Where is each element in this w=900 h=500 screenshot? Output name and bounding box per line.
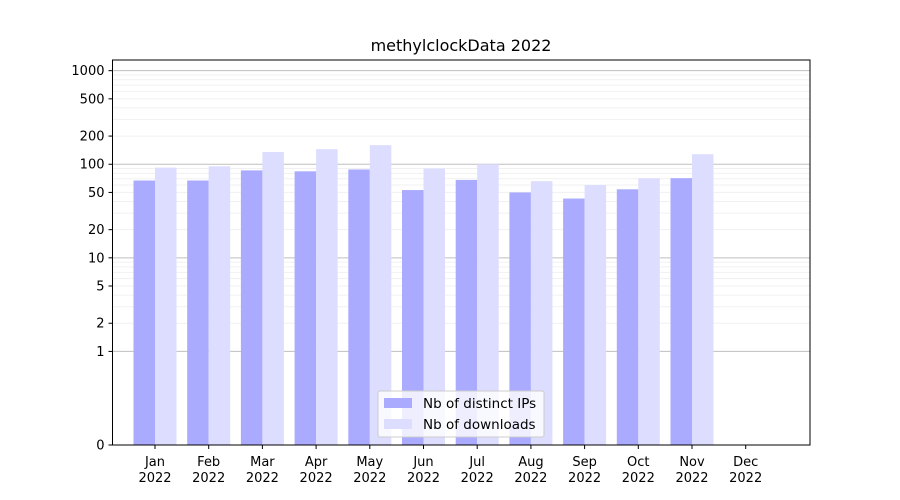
bar-downloads-jan bbox=[155, 167, 177, 445]
bar-distinct-ips-aug bbox=[509, 192, 531, 445]
bar-distinct-ips-jul bbox=[455, 179, 478, 445]
y-tick-label: 1000 bbox=[71, 64, 104, 79]
bar-distinct-ips-oct bbox=[616, 189, 639, 445]
y-tick-label: 5 bbox=[96, 280, 104, 295]
x-tick-label-year: 2022 bbox=[514, 471, 547, 486]
y-axis: 0 1 2 5 10 20 50 100 200 500 1000 bbox=[71, 64, 113, 454]
bar-distinct-ips-jan bbox=[133, 180, 155, 446]
x-tick-label-year: 2022 bbox=[729, 471, 762, 486]
x-tick-label-month: Jul bbox=[468, 455, 485, 470]
y-tick-label: 50 bbox=[88, 186, 105, 201]
y-tick-label: 100 bbox=[80, 158, 105, 173]
y-tick-label: 20 bbox=[88, 223, 105, 238]
bar-distinct-ips-jun bbox=[402, 190, 424, 445]
x-tick-label-year: 2022 bbox=[461, 471, 494, 486]
x-tick-label-year: 2022 bbox=[138, 471, 171, 486]
bar-distinct-ips-may bbox=[348, 169, 370, 446]
x-tick-label-month: Mar bbox=[250, 455, 275, 470]
y-tick-label: 10 bbox=[88, 251, 105, 266]
legend: Nb of distinct IPs Nb of downloads bbox=[377, 390, 545, 438]
bar-downloads-oct bbox=[638, 178, 660, 445]
x-tick-label-month: Jun bbox=[412, 455, 433, 470]
bar-downloads-aug bbox=[530, 181, 553, 445]
bar-downloads-jun bbox=[423, 168, 445, 445]
x-tick-label-year: 2022 bbox=[246, 471, 279, 486]
bar-downloads-mar bbox=[262, 152, 284, 445]
bar-distinct-ips-feb bbox=[187, 180, 209, 446]
bar-distinct-ips-mar bbox=[240, 170, 263, 445]
bar-distinct-ips-apr bbox=[294, 171, 317, 445]
y-tick-label: 500 bbox=[80, 92, 105, 107]
y-tick-label: 1 bbox=[96, 345, 104, 360]
y-tick-label: 0 bbox=[96, 439, 104, 454]
plot-frame bbox=[112, 59, 811, 446]
bar-downloads-jul bbox=[477, 164, 499, 445]
bar-downloads-nov bbox=[692, 154, 714, 446]
bar-downloads-feb bbox=[208, 166, 231, 445]
y-tick-label: 200 bbox=[80, 130, 105, 145]
x-tick-label-month: Aug bbox=[518, 455, 543, 470]
y-tick-label: 2 bbox=[96, 317, 104, 332]
x-tick-label-year: 2022 bbox=[353, 471, 386, 486]
legend-label-distinct-ips: Nb of distinct IPs bbox=[423, 396, 536, 412]
legend-box bbox=[377, 390, 545, 438]
x-tick-label-month: May bbox=[356, 455, 383, 470]
x-axis: Jan2022Feb2022Mar2022Apr2022May2022Jun20… bbox=[138, 445, 762, 486]
x-tick-label-year: 2022 bbox=[675, 471, 708, 486]
x-tick-label-month: Dec bbox=[733, 455, 758, 470]
bar-distinct-ips-nov bbox=[670, 178, 692, 445]
x-tick-label-year: 2022 bbox=[622, 471, 655, 486]
x-tick-label-year: 2022 bbox=[407, 471, 440, 486]
x-tick-label-year: 2022 bbox=[300, 471, 333, 486]
legend-swatch-distinct-ips bbox=[384, 398, 412, 408]
x-tick-label-year: 2022 bbox=[568, 471, 601, 486]
bar-downloads-apr bbox=[316, 149, 338, 445]
x-tick-label-month: Jan bbox=[144, 455, 165, 470]
legend-label-downloads: Nb of downloads bbox=[423, 417, 536, 433]
bar-downloads-sep bbox=[584, 185, 607, 445]
bars bbox=[133, 145, 714, 446]
x-tick-label-month: Oct bbox=[627, 455, 649, 470]
x-tick-label-year: 2022 bbox=[192, 471, 225, 486]
x-tick-label-month: Feb bbox=[197, 455, 220, 470]
legend-swatch-downloads bbox=[384, 419, 412, 429]
x-tick-label-month: Apr bbox=[305, 455, 328, 470]
chart-title: methylclockData 2022 bbox=[371, 36, 552, 55]
x-tick-label-month: Nov bbox=[679, 455, 705, 470]
bar-downloads-may bbox=[369, 145, 392, 445]
x-tick-label-month: Sep bbox=[572, 455, 597, 470]
bar-distinct-ips-sep bbox=[563, 198, 585, 445]
